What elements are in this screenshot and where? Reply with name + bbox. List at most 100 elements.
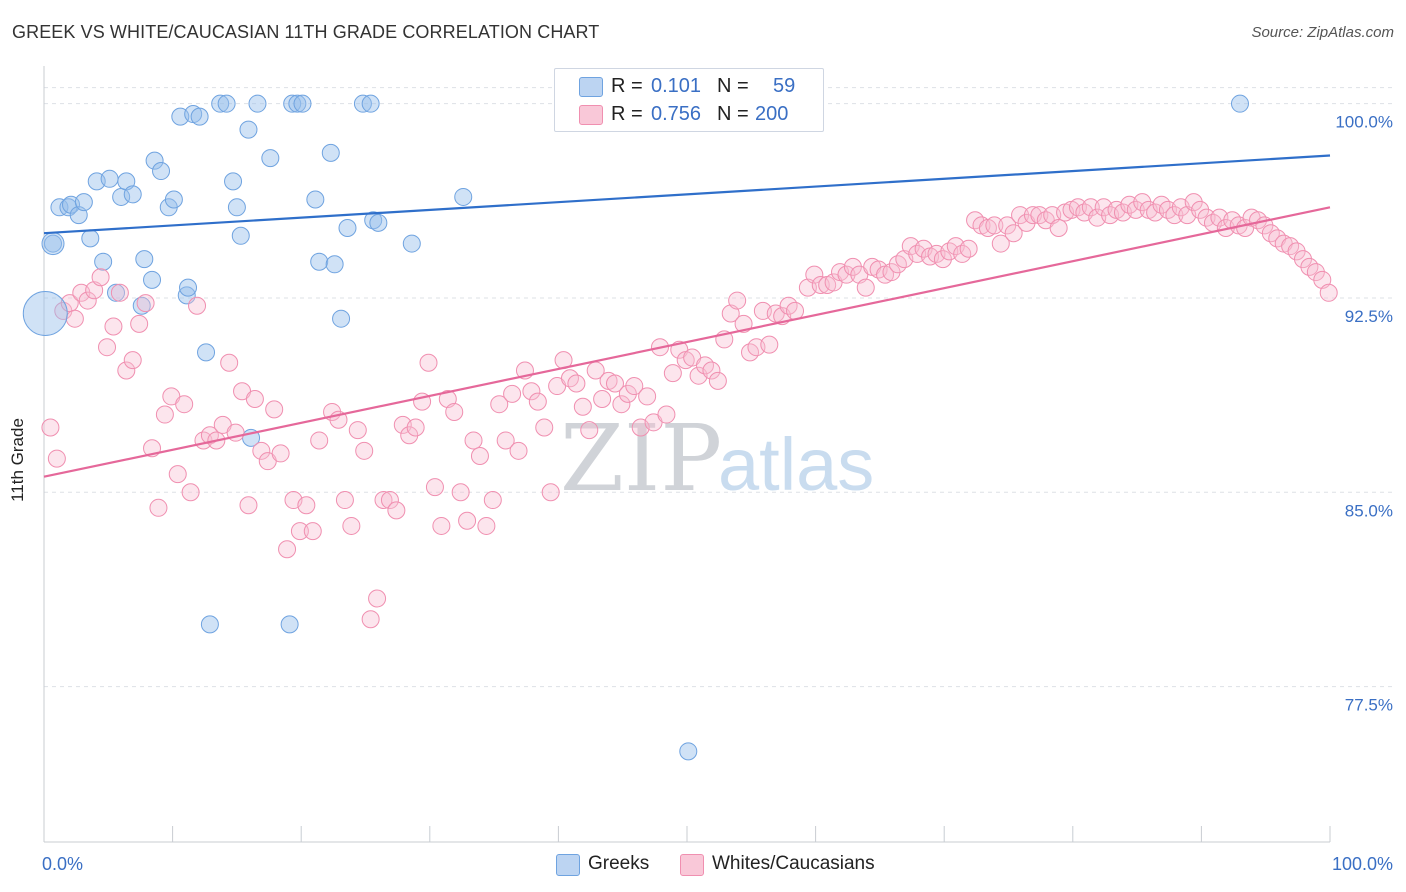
whites-point (110, 283, 129, 302)
whites-point (130, 314, 149, 333)
whites-point (368, 589, 387, 608)
whites-point (239, 496, 258, 515)
data-points (22, 94, 1338, 761)
whites-point (374, 491, 393, 510)
greeks-point (143, 270, 162, 289)
watermark: ZIP atlas (560, 405, 874, 512)
n-label: N = (717, 75, 749, 97)
greeks-point (402, 234, 421, 253)
whites-point (734, 314, 753, 333)
whites-point (342, 516, 361, 535)
watermark-atlas: atlas (718, 423, 874, 506)
greeks-point (211, 94, 230, 113)
whites-point (612, 395, 631, 414)
whites-point (181, 483, 200, 502)
whites-point (445, 402, 464, 421)
whites-point (522, 382, 541, 401)
whites-point (496, 431, 515, 450)
whites-point (406, 418, 425, 437)
whites-point (303, 522, 322, 541)
whites-point (503, 384, 522, 403)
greeks-point (135, 250, 154, 269)
whites-point (991, 234, 1010, 253)
n-label: N = (717, 103, 749, 125)
greeks-point (364, 211, 383, 230)
greeks-legend-swatch (556, 854, 580, 876)
whites-point (117, 361, 136, 380)
greeks-point (321, 143, 340, 162)
greeks-point (224, 172, 243, 191)
whites-point (567, 374, 586, 393)
n-value: 59 (773, 75, 796, 97)
r-value: 0.101 (651, 75, 702, 97)
chart-title: GREEK VS WHITE/CAUCASIAN 11TH GRADE CORR… (12, 22, 600, 42)
whites-point (136, 294, 155, 313)
legend-row-whites: R = 0.756 N = 200 (555, 101, 823, 131)
greeks-point (50, 198, 69, 217)
whites-point (380, 491, 399, 510)
whites-point (91, 268, 110, 287)
legend-row-greeks: R = 0.101 N = 59 (555, 73, 823, 103)
greeks-point (41, 232, 65, 256)
greeks-point (231, 226, 250, 245)
whites-point (708, 371, 727, 390)
whites-point (959, 239, 978, 258)
watermark-zip: ZIP (560, 405, 722, 512)
greeks-point (123, 185, 142, 204)
trend-lines (43, 154, 1331, 478)
whites-point (728, 291, 747, 310)
whites-point (541, 483, 560, 502)
whites-point (155, 405, 174, 424)
y-tick-label: 85.0% (1345, 501, 1393, 520)
whites-point (580, 421, 599, 440)
whites-point (451, 483, 470, 502)
whites-point (310, 431, 329, 450)
whites-point (252, 441, 271, 460)
whites-point (188, 296, 207, 315)
whites-point (458, 511, 477, 530)
whites-point (573, 397, 592, 416)
r-value: 0.756 (651, 103, 702, 125)
x-tick-label-min: 0.0% (42, 854, 83, 874)
greeks-point (1230, 94, 1249, 113)
whites-legend-swatch (680, 854, 704, 876)
whites-point (985, 216, 1004, 235)
whites-point (805, 265, 824, 284)
whites-point (760, 335, 779, 354)
whites-point (297, 496, 316, 515)
greeks-point (190, 107, 209, 126)
whites-point (335, 491, 354, 510)
greeks-point (179, 278, 198, 297)
greeks-point (288, 94, 307, 113)
whites-point (175, 395, 194, 414)
greeks-swatch (579, 77, 603, 97)
whites-point (625, 377, 644, 396)
y-tick-label: 77.5% (1345, 696, 1393, 715)
whites-point (470, 447, 489, 465)
whites-point (702, 361, 721, 380)
whites-point (361, 610, 380, 629)
greeks-point (200, 615, 219, 634)
greeks-point (369, 213, 388, 232)
whites-point (786, 301, 805, 320)
whites-point (1081, 198, 1100, 217)
whites-point (265, 400, 284, 419)
whites-point (663, 364, 682, 383)
whites-point (593, 390, 612, 409)
whites-point (1049, 219, 1068, 238)
greeks-point (100, 169, 119, 188)
greeks-point (310, 252, 329, 271)
whites-point (290, 522, 309, 541)
whites-point (1004, 224, 1023, 243)
n-value: 200 (755, 103, 789, 125)
greeks-point (293, 94, 312, 113)
whites-legend-label: Whites/Caucasians (712, 853, 875, 874)
whites-point (348, 421, 367, 440)
greeks-point (239, 120, 258, 139)
whites-point (65, 309, 84, 328)
x-tick-label-max: 100.0% (1332, 854, 1393, 874)
whites-point (432, 516, 451, 535)
whites-point (278, 540, 297, 559)
greeks-point (280, 615, 299, 634)
